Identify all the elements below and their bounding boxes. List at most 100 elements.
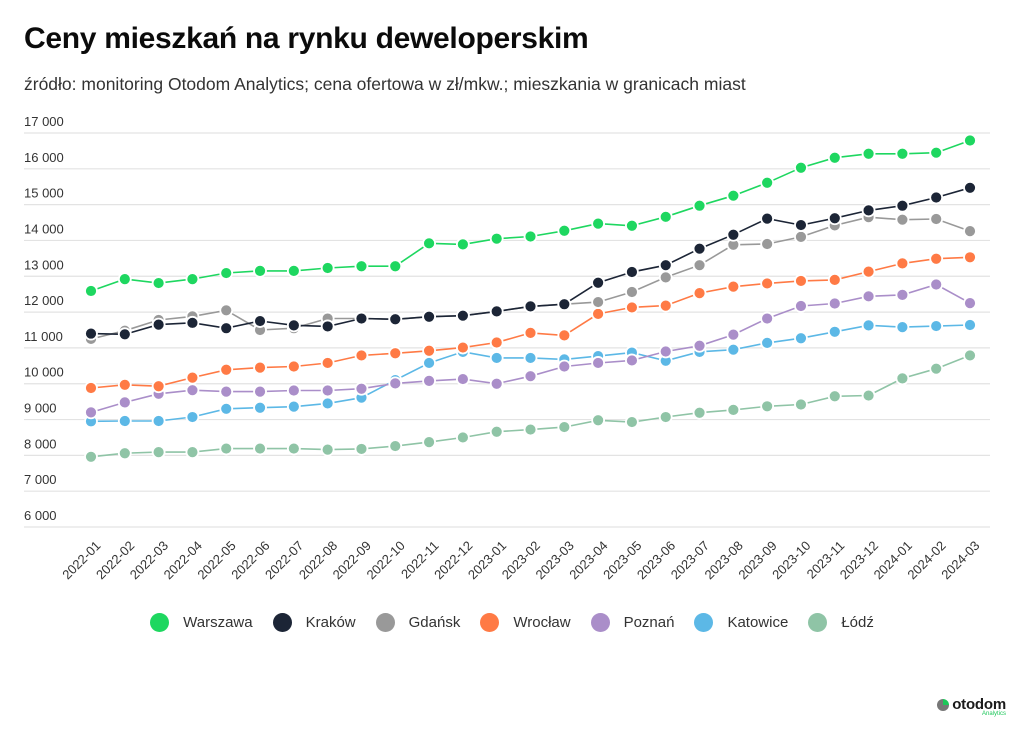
data-point [523,351,538,365]
data-point [692,258,707,273]
data-point [827,211,842,226]
legend-item[interactable]: Warszawa [150,613,253,632]
data-point [151,379,166,394]
data-point [591,356,606,370]
data-point [219,401,234,416]
data-point [422,435,436,450]
data-point [219,384,234,399]
data-point [726,188,741,203]
data-point [557,297,572,312]
legend-label: Poznań [623,614,675,631]
data-point [658,270,673,285]
data-point [726,227,741,242]
chart-title: Ceny mieszkań na rynku deweloperskim [24,22,589,55]
x-tick-label: 2023-10 [769,538,813,582]
data-point [523,325,538,340]
data-point [895,198,910,213]
data-point [253,314,267,328]
data-point [827,150,842,165]
data-point [354,348,369,363]
legend-item[interactable]: Poznań [590,613,675,632]
data-point [489,304,504,319]
y-tick-label: 9 000 [24,401,57,416]
data-point [929,190,944,205]
data-point [489,376,504,391]
data-point [591,275,606,290]
data-point [523,299,538,314]
legend-label: Katowice [727,614,789,631]
legend-item[interactable]: Katowice [694,613,788,632]
data-point [794,218,808,232]
data-point [760,237,775,251]
data-point [388,346,403,361]
data-point [185,272,200,287]
data-point [827,324,842,339]
series-points-kraków [84,180,977,342]
data-point [963,133,977,148]
data-point [963,348,977,363]
legend-item[interactable]: Kraków [272,613,356,632]
data-point [726,342,741,357]
data-point [523,369,538,384]
data-point [117,272,132,287]
data-point [963,180,977,195]
data-point [253,441,267,456]
data-point [117,327,132,342]
legend-label: Gdańsk [408,614,461,631]
data-point [591,216,606,231]
data-point [320,319,335,334]
data-point [625,285,639,299]
y-tick-label: 6 000 [24,508,57,523]
legend-label: Łódź [841,614,874,631]
data-point [726,327,741,342]
data-point [963,296,977,311]
y-tick-label: 11 000 [24,329,63,344]
data-point [963,250,977,265]
y-tick-label: 16 000 [24,150,64,165]
series-points [84,133,977,464]
data-point [929,212,944,226]
data-point [422,373,436,388]
data-point [760,175,775,190]
data-point [760,211,775,226]
chart-subtitle: źródło: monitoring Otodom Analytics; cen… [24,74,746,94]
data-point [658,258,673,273]
data-point [117,446,132,461]
data-point [794,274,808,288]
data-point [489,351,504,365]
data-point [253,400,267,415]
data-point [929,145,944,160]
data-point [422,309,436,324]
data-point [895,287,910,302]
y-tick-label: 8 000 [24,436,57,451]
data-point [523,422,538,437]
data-point [151,317,166,332]
data-point [557,420,572,434]
data-point [726,402,741,417]
series-points-wrocław [84,250,977,395]
data-point [354,311,369,326]
legend-swatch-icon [808,613,828,632]
y-tick-label: 12 000 [24,293,64,308]
legend-item[interactable]: Wrocław [480,613,571,632]
data-point [489,335,504,350]
data-point [219,441,234,456]
data-point [117,377,132,392]
legend-swatch-icon [590,613,610,632]
data-point [320,442,335,457]
data-point [658,410,673,424]
legend-item[interactable]: Łódź [808,613,874,632]
data-point [320,261,335,275]
data-point [861,289,876,304]
data-point [658,298,673,313]
data-point [861,203,876,218]
data-point [625,300,639,315]
data-point [320,396,335,411]
series-points-łódź [84,348,977,464]
legend-item[interactable]: Gdańsk [375,613,461,632]
legend-label: Kraków [305,614,356,631]
data-point [625,265,639,279]
data-point [219,321,234,336]
data-point [658,209,673,224]
data-point [286,383,301,398]
